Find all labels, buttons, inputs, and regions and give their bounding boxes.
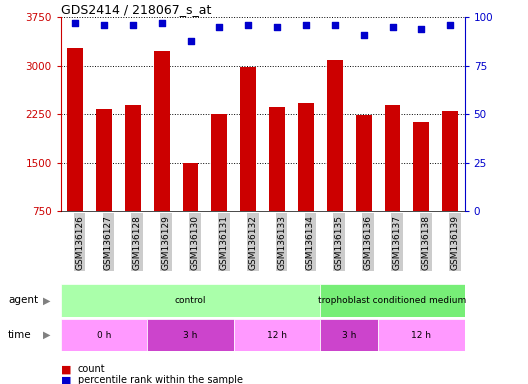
Point [273, 24, 281, 30]
Text: GSM136130: GSM136130 [191, 215, 200, 270]
Text: GDS2414 / 218067_s_at: GDS2414 / 218067_s_at [61, 3, 211, 16]
Text: 3 h: 3 h [342, 331, 356, 339]
Text: ▶: ▶ [43, 330, 51, 340]
Bar [327, 60, 343, 211]
Text: 3 h: 3 h [183, 331, 198, 339]
Bar [147, 319, 234, 351]
Text: GSM136129: GSM136129 [162, 215, 171, 270]
Bar [356, 115, 372, 211]
Text: agent: agent [8, 295, 38, 306]
Text: 0 h: 0 h [97, 331, 111, 339]
Bar [183, 163, 199, 211]
Point [446, 22, 455, 28]
Text: 12 h: 12 h [267, 331, 287, 339]
Point [331, 22, 339, 28]
Text: GSM136139: GSM136139 [450, 215, 459, 270]
Text: GSM136128: GSM136128 [133, 215, 142, 270]
Point [186, 38, 195, 44]
Point [215, 24, 224, 30]
Text: GSM136127: GSM136127 [104, 215, 113, 270]
Bar [61, 284, 320, 317]
Text: percentile rank within the sample: percentile rank within the sample [78, 375, 243, 384]
Bar [378, 319, 465, 351]
Bar [413, 122, 429, 211]
Text: GSM136138: GSM136138 [421, 215, 430, 270]
Bar [269, 107, 285, 211]
Text: 12 h: 12 h [411, 331, 431, 339]
Text: time: time [8, 330, 32, 340]
Point [301, 22, 310, 28]
Bar [240, 67, 256, 211]
Point [157, 20, 166, 26]
Bar [442, 111, 458, 211]
Bar [96, 109, 112, 211]
Point [360, 31, 368, 38]
Point [244, 22, 252, 28]
Bar [67, 48, 83, 211]
Bar [154, 51, 169, 211]
Text: control: control [175, 296, 206, 305]
Text: GSM136131: GSM136131 [220, 215, 229, 270]
Bar [234, 319, 320, 351]
Bar [320, 319, 378, 351]
Bar [125, 105, 141, 211]
Text: GSM136134: GSM136134 [306, 215, 315, 270]
Bar [320, 284, 465, 317]
Point [129, 22, 137, 28]
Bar [298, 103, 314, 211]
Point [417, 26, 426, 32]
Point [71, 20, 79, 26]
Point [100, 22, 108, 28]
Text: GSM136136: GSM136136 [364, 215, 373, 270]
Text: count: count [78, 364, 105, 374]
Text: GSM136133: GSM136133 [277, 215, 286, 270]
Bar [212, 114, 228, 211]
Text: ■: ■ [61, 364, 71, 374]
Bar [61, 319, 147, 351]
Text: GSM136137: GSM136137 [392, 215, 401, 270]
Text: GSM136132: GSM136132 [248, 215, 257, 270]
Text: ▶: ▶ [43, 295, 51, 306]
Text: GSM136126: GSM136126 [75, 215, 84, 270]
Point [388, 24, 397, 30]
Bar [384, 105, 400, 211]
Text: GSM136135: GSM136135 [335, 215, 344, 270]
Text: ■: ■ [61, 375, 71, 384]
Text: trophoblast conditioned medium: trophoblast conditioned medium [318, 296, 467, 305]
